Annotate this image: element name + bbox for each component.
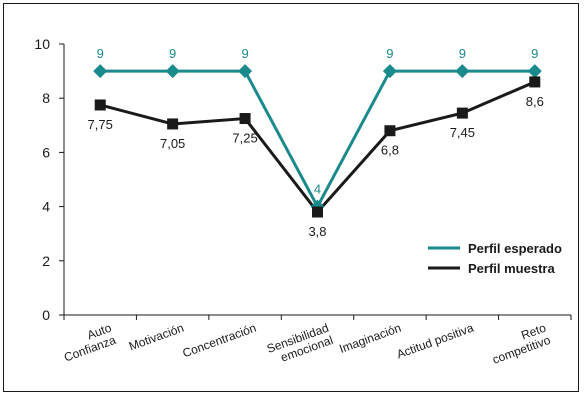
y-tick-label: 0 [42, 307, 50, 323]
series-point-diamond [455, 64, 470, 79]
data-label: 9 [169, 46, 176, 61]
series-point-diamond [93, 64, 108, 79]
series-point-diamond [165, 64, 180, 79]
legend-label: Perfil esperado [468, 241, 562, 256]
data-label: 7,25 [232, 131, 257, 146]
y-tick-label: 4 [42, 199, 50, 215]
x-tick-label-group: Motivación [127, 321, 186, 354]
data-label: 9 [97, 46, 104, 61]
data-label: 7,75 [88, 117, 113, 132]
series-point-square [94, 99, 106, 111]
data-label: 9 [241, 46, 248, 61]
data-label: 9 [459, 46, 466, 61]
series-point-diamond [382, 64, 397, 79]
y-tick-label: 2 [42, 253, 50, 269]
data-label: 9 [531, 46, 538, 61]
series-layer: 9 9 9 4 9 9 9 7,75 7,05 7,25 3,8 6,8 7,45 8,6 [88, 46, 544, 239]
series-point-square [167, 118, 179, 130]
data-label: 8,6 [526, 94, 544, 109]
x-tick-label: Actitud positiva [395, 321, 476, 362]
x-tick-label-group: Imaginación [337, 321, 403, 356]
series-point-square [312, 206, 323, 218]
x-tick-label: Concentración [181, 321, 259, 361]
data-label: 7,05 [160, 136, 185, 151]
legend-label: Perfil muestra [468, 261, 555, 276]
data-label: 6,8 [381, 143, 399, 158]
data-label: 7,45 [450, 125, 475, 140]
y-tick-label: 8 [42, 90, 50, 106]
series-point-square [529, 76, 541, 88]
series-point-square [456, 107, 468, 119]
series-point-square [239, 113, 251, 125]
series-point-diamond [238, 64, 253, 79]
data-label: 4 [314, 182, 321, 197]
legend: Perfil esperado Perfil muestra [428, 241, 562, 276]
x-tick-label: Motivación [127, 321, 186, 354]
data-label: 9 [386, 46, 393, 61]
x-tick-label-group: Actitud positiva [395, 321, 476, 362]
data-label: 3,8 [308, 224, 326, 239]
x-tick-label: Imaginación [337, 321, 403, 356]
x-tick-label-group: Concentración [181, 321, 259, 361]
series-point-square [384, 125, 396, 137]
series-point-diamond [527, 64, 542, 79]
y-tick-label: 6 [42, 144, 50, 160]
y-tick-label: 10 [34, 36, 50, 52]
